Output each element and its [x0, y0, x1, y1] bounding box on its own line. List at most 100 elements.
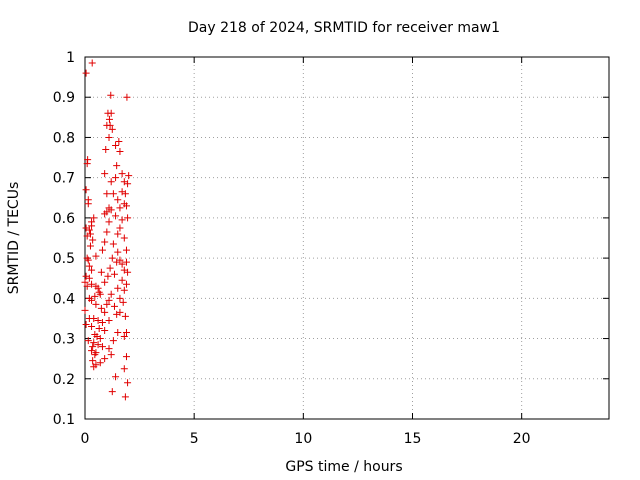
data-point [90, 339, 98, 347]
data-point [104, 272, 112, 280]
data-point [124, 214, 132, 222]
data-point [101, 170, 109, 178]
data-point [88, 322, 96, 330]
data-point [122, 353, 130, 361]
y-tick-label: 0.9 [53, 90, 75, 106]
data-point [94, 341, 102, 349]
data-point [98, 246, 106, 254]
axis-ticks: 0 5 10 15 20 0.1 0.2 0.3 0.4 0.5 0.6 0.7 0.8 0.9 1 [53, 50, 609, 447]
data-point [91, 292, 99, 300]
data-point [102, 146, 110, 154]
chart-title: Day 218 of 2024, SRMTID for receiver maw… [188, 20, 500, 36]
y-tick-label: 0.8 [53, 130, 75, 146]
data-point [83, 232, 91, 240]
data-point [101, 308, 109, 316]
data-point [86, 242, 94, 250]
data-point [108, 254, 116, 262]
data-point [91, 351, 99, 359]
data-point [110, 270, 118, 278]
data-point [114, 248, 122, 256]
data-point [110, 302, 118, 310]
data-point [82, 320, 90, 328]
data-point [97, 268, 105, 276]
data-point [114, 230, 122, 238]
data-point [109, 190, 117, 198]
data-point [116, 294, 124, 302]
data-point [94, 284, 102, 292]
data-point [118, 170, 126, 178]
data-point [123, 93, 131, 101]
y-tick-label: 0.4 [53, 291, 75, 307]
data-point [107, 290, 115, 298]
data-point [85, 274, 93, 282]
data-point [96, 290, 104, 298]
y-tick-label: 0.1 [53, 412, 75, 428]
data-point [96, 359, 104, 367]
y-tick-label: 0.3 [53, 332, 75, 348]
data-point [107, 91, 115, 99]
data-point [105, 218, 113, 226]
data-point [120, 286, 128, 294]
data-point [121, 190, 129, 198]
data-point [120, 333, 128, 341]
data-point [101, 210, 109, 218]
data-point [97, 304, 105, 312]
data-point [121, 312, 129, 320]
data-point [122, 202, 130, 210]
data-point [116, 256, 124, 264]
data-point [84, 256, 92, 264]
data-point [112, 141, 120, 149]
data-point [118, 216, 126, 224]
data-point [107, 109, 115, 117]
x-tick-label: 0 [81, 431, 90, 447]
data-point [109, 337, 117, 345]
data-point [103, 190, 111, 198]
data-point [103, 300, 111, 308]
data-point [88, 280, 96, 288]
data-point [114, 329, 122, 337]
data-point [107, 178, 115, 186]
data-point [118, 276, 126, 284]
data-point [107, 206, 115, 214]
x-tick-label: 10 [294, 431, 312, 447]
y-tick-label: 0.5 [53, 251, 75, 267]
data-point [85, 226, 93, 234]
data-point [112, 174, 120, 182]
data-point [122, 329, 130, 337]
data-point [105, 345, 113, 353]
data-point [88, 347, 96, 355]
data-point [105, 115, 113, 123]
data-point [92, 300, 100, 308]
y-tick-label: 1 [66, 50, 75, 66]
data-point [98, 318, 106, 326]
data-point [94, 316, 102, 324]
data-point [115, 137, 123, 145]
data-point [88, 222, 96, 230]
data-point [116, 204, 124, 212]
data-point [109, 240, 117, 248]
y-tick-label: 0.6 [53, 211, 75, 227]
data-point [122, 280, 130, 288]
x-axis-label: GPS time / hours [285, 459, 402, 475]
data-point [105, 296, 113, 304]
data-point [96, 335, 104, 343]
data-point [121, 393, 129, 401]
data-point [81, 278, 89, 286]
data-point [89, 357, 97, 365]
data-point [89, 236, 97, 244]
data-point [84, 200, 92, 208]
data-point [90, 214, 98, 222]
grid-lines [85, 57, 609, 419]
data-point [125, 172, 133, 180]
data-point [108, 388, 116, 396]
data-point [81, 306, 89, 314]
data-point [101, 355, 109, 363]
data-point [105, 316, 113, 324]
data-point [105, 133, 113, 141]
data-point [124, 379, 132, 387]
data-point [119, 298, 127, 306]
data-point [106, 121, 114, 129]
x-tick-label: 5 [190, 431, 199, 447]
data-point [108, 125, 116, 133]
